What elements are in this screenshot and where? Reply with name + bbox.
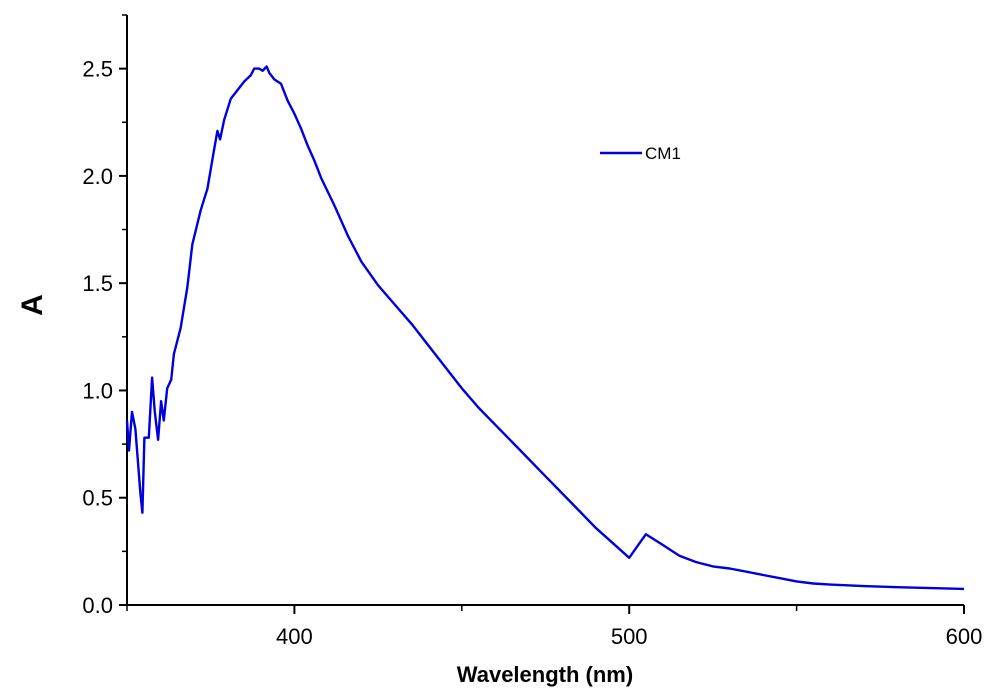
series-line-cm1 [125,65,965,591]
y-axis-title: A [16,294,49,316]
y-tick-label: 1.0 [82,378,113,403]
x-tick-label: 500 [611,624,648,649]
x-axis-title: Wavelength (nm) [457,662,633,687]
y-tick-label: 0.5 [82,486,113,511]
legend-label: CM1 [645,144,681,163]
x-tick-label: 400 [276,624,313,649]
y-tick-label: 2.5 [82,57,113,82]
legend: CM1 [600,144,681,163]
x-tick-label: 600 [946,624,983,649]
y-tick-label: 0.0 [82,593,113,618]
x-ticks: 400 500 600 [126,605,983,649]
y-tick-label: 1.5 [82,271,113,296]
y-ticks: 0.0 0.5 1.0 1.5 2.0 2.5 [82,14,127,618]
axes [126,15,964,606]
y-tick-label: 2.0 [82,164,113,189]
